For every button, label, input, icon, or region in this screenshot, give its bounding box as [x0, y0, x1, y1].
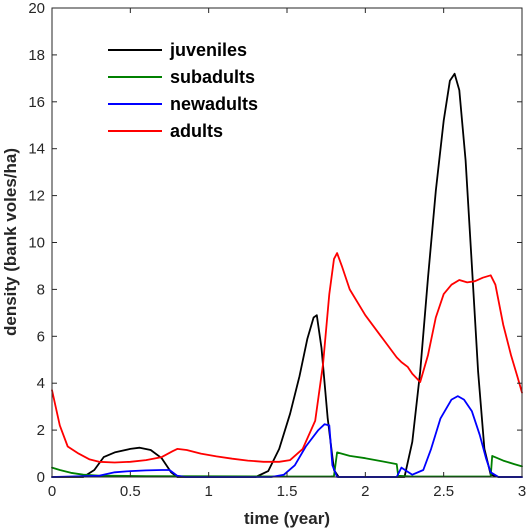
legend-label-newadults: newadults	[170, 94, 258, 114]
x-axis-label: time (year)	[244, 509, 330, 528]
x-tick-label: 2	[361, 483, 369, 500]
series-line-adults	[51, 252, 523, 464]
series-line-juveniles	[51, 72, 523, 478]
legend-label-subadults: subadults	[170, 67, 255, 87]
x-tick-label: 2.5	[433, 483, 454, 500]
x-tick-label: 0.5	[120, 483, 141, 500]
y-tick-label: 4	[37, 375, 45, 392]
y-tick-label: 0	[37, 469, 45, 486]
plot-area	[52, 8, 522, 477]
y-tick-label: 18	[28, 47, 45, 64]
y-tick-label: 12	[28, 188, 45, 205]
legend: juveniles subadults newadults adults	[108, 40, 258, 141]
x-tick-label: 0	[48, 483, 56, 500]
y-tick-label: 10	[28, 235, 45, 252]
y-tick-label: 20	[28, 0, 45, 17]
y-axis-label: density (bank voles/ha)	[1, 148, 20, 336]
series-layer	[51, 72, 523, 478]
y-tick-label: 14	[28, 141, 45, 158]
x-tick-label: 1	[204, 483, 212, 500]
y-tick-label: 6	[37, 328, 45, 345]
tick-layer: 0 0.5 1 1.5 2 2.5 3 0 2 4 6 8 10 12 14 16 18 20	[28, 0, 526, 500]
x-tick-label: 1.5	[277, 483, 298, 500]
y-tick-label: 2	[37, 422, 45, 439]
series-line-newadults	[51, 395, 523, 478]
y-tick-label: 8	[37, 281, 45, 298]
x-tick-label: 3	[518, 483, 526, 500]
legend-label-adults: adults	[170, 121, 223, 141]
y-tick-label: 16	[28, 94, 45, 111]
legend-label-juveniles: juveniles	[169, 40, 247, 60]
